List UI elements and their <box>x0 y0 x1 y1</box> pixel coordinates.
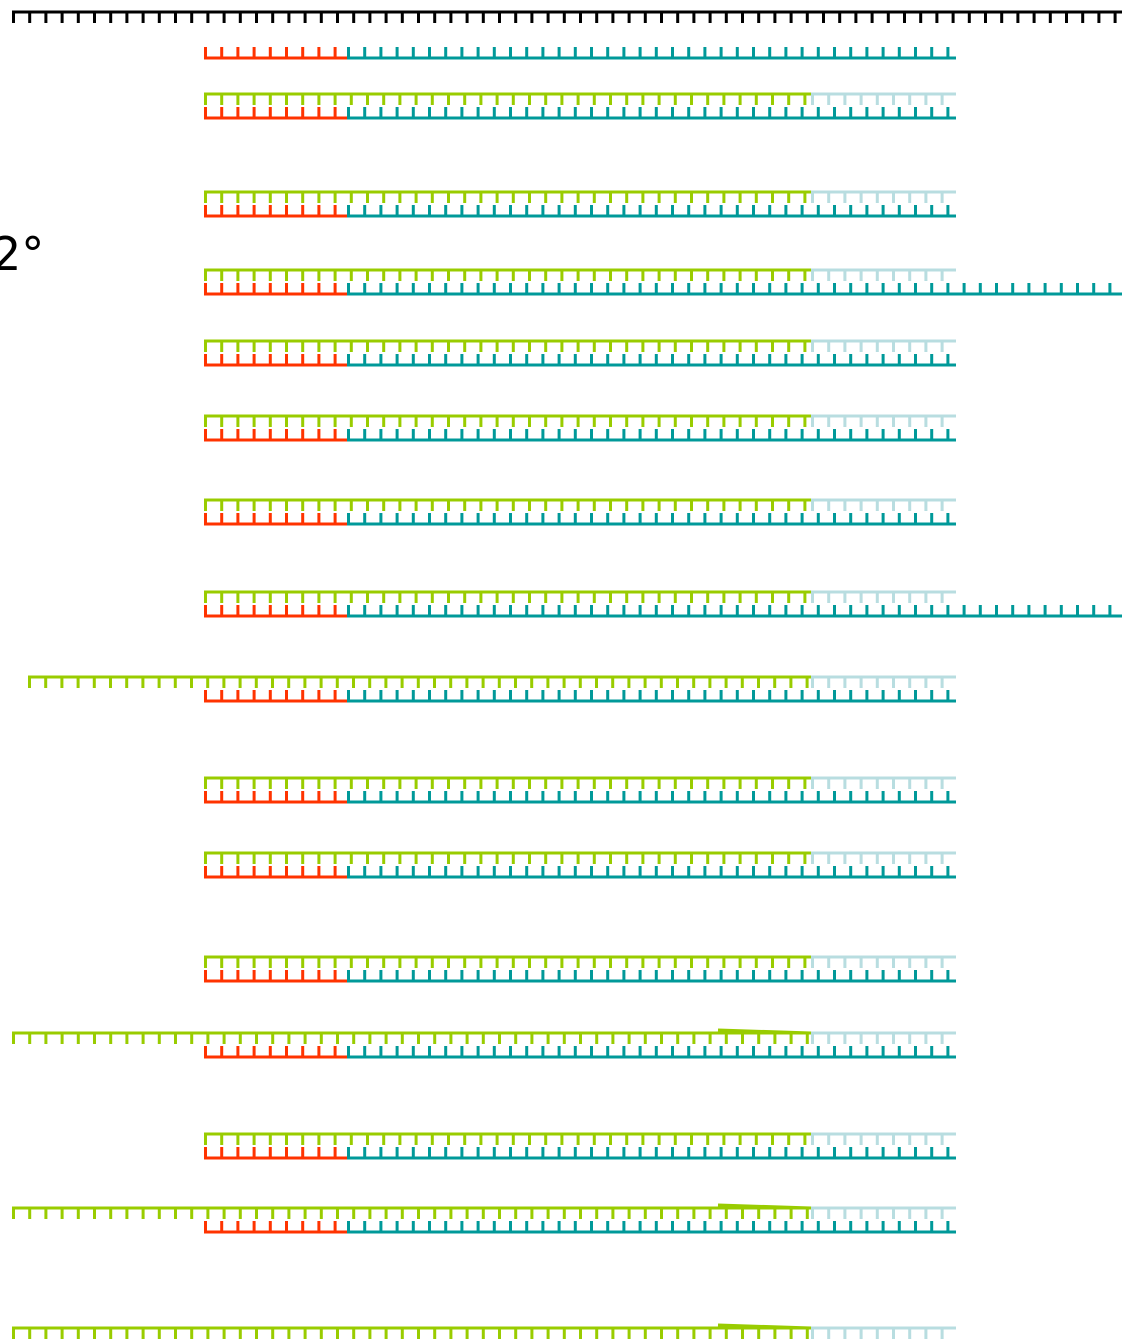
unpaired-overhang-bases <box>811 853 944 864</box>
extension-segment-bases <box>347 690 950 701</box>
extension-segment-bases <box>347 1221 950 1232</box>
primer-segment-bases <box>204 690 337 701</box>
complement-strand-bases <box>204 1134 807 1145</box>
unpaired-overhang-bases <box>811 1134 944 1145</box>
complement-kink <box>717 1028 812 1035</box>
primer-segment-bases <box>204 970 337 981</box>
unpaired-overhang-bases <box>811 1033 944 1044</box>
extension-segment-bases <box>347 1147 950 1158</box>
unpaired-overhang-bases <box>811 1208 944 1219</box>
extension-segment-bases <box>347 1046 950 1057</box>
extension-segment-bases <box>347 513 950 524</box>
complement-strand-bases <box>204 192 807 203</box>
primer-segment-bases <box>204 47 337 58</box>
primer-segment-bases <box>204 513 337 524</box>
extension-segment-bases <box>347 205 950 216</box>
primer-segment-bases <box>204 429 337 440</box>
extension-segment-bases <box>347 791 950 802</box>
strands-layer <box>12 10 1122 1339</box>
extension-segment-bases <box>347 107 950 118</box>
extension-segment-bases <box>347 47 950 58</box>
primer-segment-bases <box>204 866 337 877</box>
unpaired-overhang-bases <box>811 778 944 789</box>
primer-segment-bases <box>204 791 337 802</box>
unpaired-overhang-bases <box>811 192 944 203</box>
unpaired-overhang-bases <box>811 500 944 511</box>
complement-strand-bases <box>12 1033 809 1044</box>
primer-segment-bases <box>204 1221 337 1232</box>
extension-segment-bases <box>347 283 1112 294</box>
extension-segment-bases <box>347 970 950 981</box>
unpaired-overhang-bases <box>811 957 944 968</box>
unpaired-overhang-bases <box>811 592 944 603</box>
template-strand-bases <box>12 12 1117 23</box>
extension-segment-bases <box>347 354 950 365</box>
extension-segment-bases <box>347 429 950 440</box>
complement-strand-bases <box>204 270 807 281</box>
unpaired-overhang-bases <box>811 677 944 688</box>
complement-strand-bases <box>204 592 807 603</box>
complement-kink <box>717 1203 812 1210</box>
primer-segment-bases <box>204 283 337 294</box>
complement-strand-bases <box>204 500 807 511</box>
unpaired-overhang-bases <box>811 416 944 427</box>
primer-segment-bases <box>204 205 337 216</box>
extension-segment-bases <box>347 866 950 877</box>
complement-strand-bases <box>12 1328 809 1339</box>
complement-strand-bases <box>204 957 807 968</box>
primer-segment-bases <box>204 1046 337 1057</box>
unpaired-overhang-bases <box>811 94 944 105</box>
unpaired-overhang-bases <box>811 1328 944 1339</box>
unpaired-overhang-bases <box>811 341 944 352</box>
primer-segment-bases <box>204 1147 337 1158</box>
complement-strand-bases <box>204 341 807 352</box>
complement-strand-bases <box>204 94 807 105</box>
cycle-label: 2° <box>0 227 44 281</box>
complement-strand-bases <box>12 1208 809 1219</box>
complement-strand-bases <box>204 416 807 427</box>
complement-strand-bases <box>204 778 807 789</box>
complement-strand-bases <box>204 853 807 864</box>
primer-segment-bases <box>204 605 337 616</box>
primer-segment-bases <box>204 107 337 118</box>
primer-segment-bases <box>204 354 337 365</box>
extension-segment-bases <box>347 605 1112 616</box>
complement-kink <box>717 1323 812 1330</box>
unpaired-overhang-bases <box>811 270 944 281</box>
complement-strand-bases <box>28 677 809 688</box>
